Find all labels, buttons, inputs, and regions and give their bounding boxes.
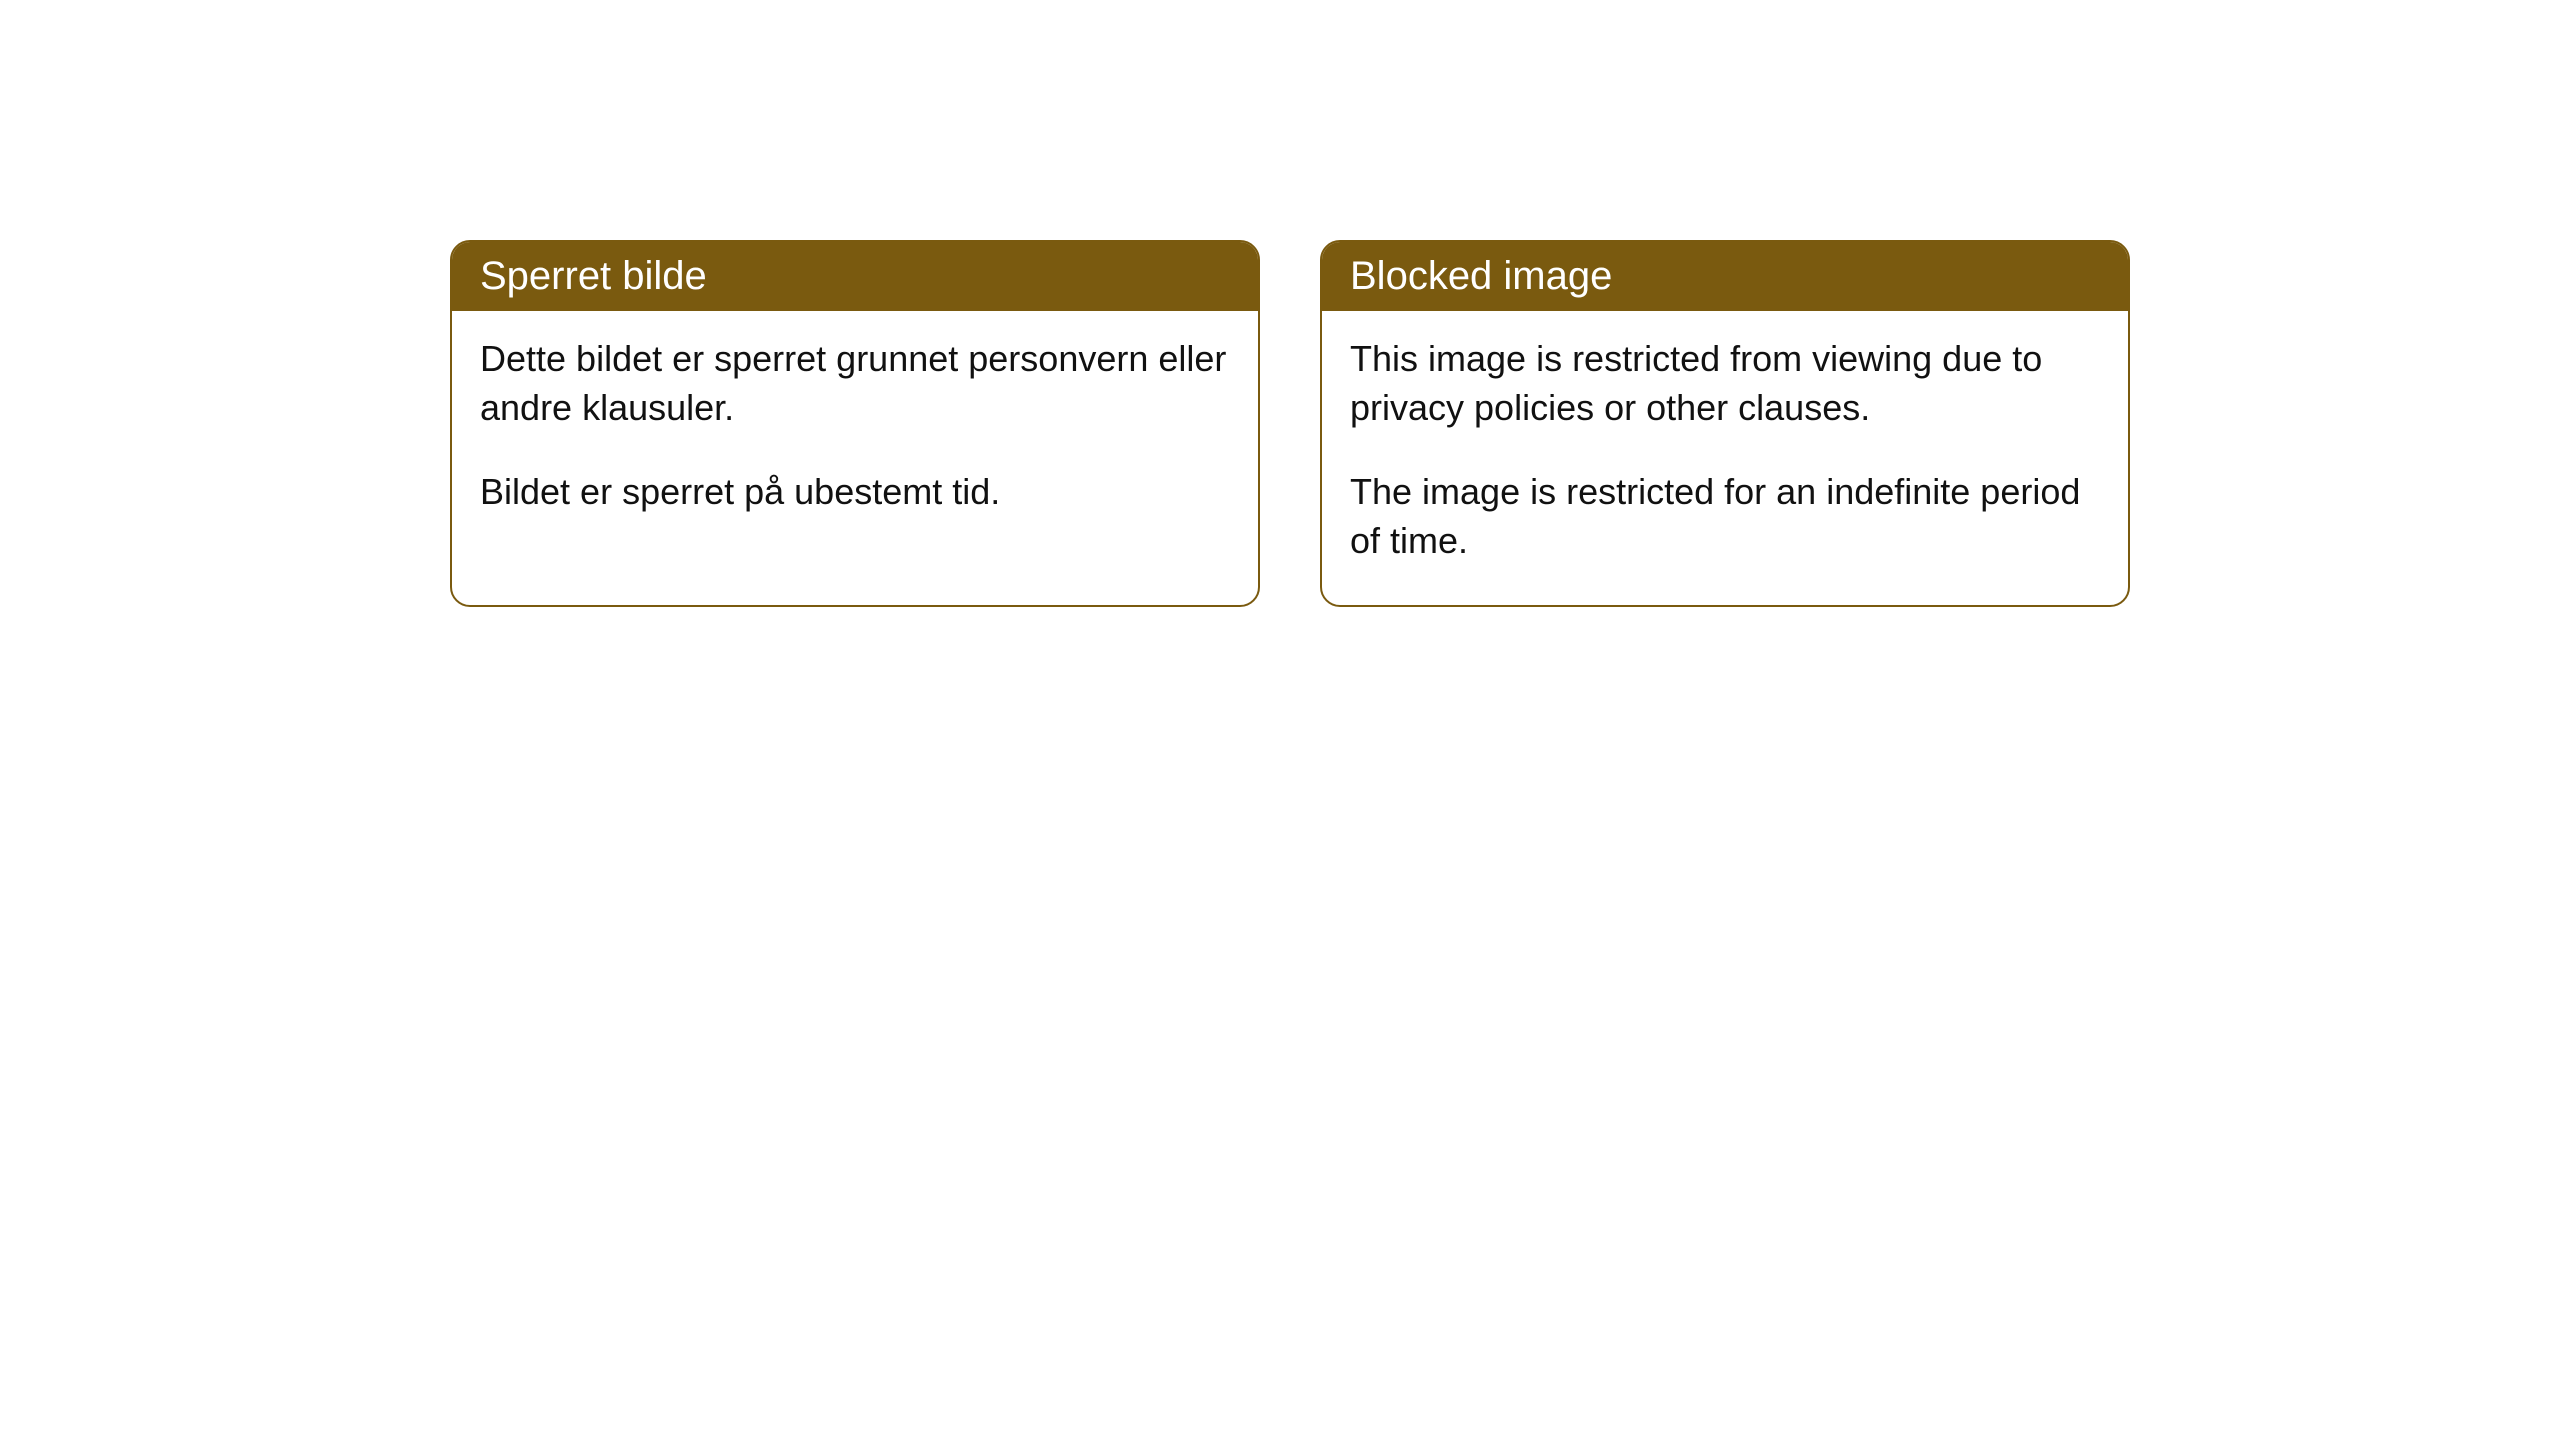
card-title: Blocked image — [1350, 254, 1612, 298]
card-header-norwegian: Sperret bilde — [452, 242, 1258, 311]
cards-container: Sperret bilde Dette bildet er sperret gr… — [0, 0, 2560, 607]
card-title: Sperret bilde — [480, 254, 707, 298]
card-norwegian: Sperret bilde Dette bildet er sperret gr… — [450, 240, 1260, 607]
card-header-english: Blocked image — [1322, 242, 2128, 311]
card-body-norwegian: Dette bildet er sperret grunnet personve… — [452, 311, 1258, 557]
card-english: Blocked image This image is restricted f… — [1320, 240, 2130, 607]
card-paragraph: This image is restricted from viewing du… — [1350, 335, 2100, 432]
card-paragraph: The image is restricted for an indefinit… — [1350, 468, 2100, 565]
card-paragraph: Bildet er sperret på ubestemt tid. — [480, 468, 1230, 517]
card-body-english: This image is restricted from viewing du… — [1322, 311, 2128, 605]
card-paragraph: Dette bildet er sperret grunnet personve… — [480, 335, 1230, 432]
